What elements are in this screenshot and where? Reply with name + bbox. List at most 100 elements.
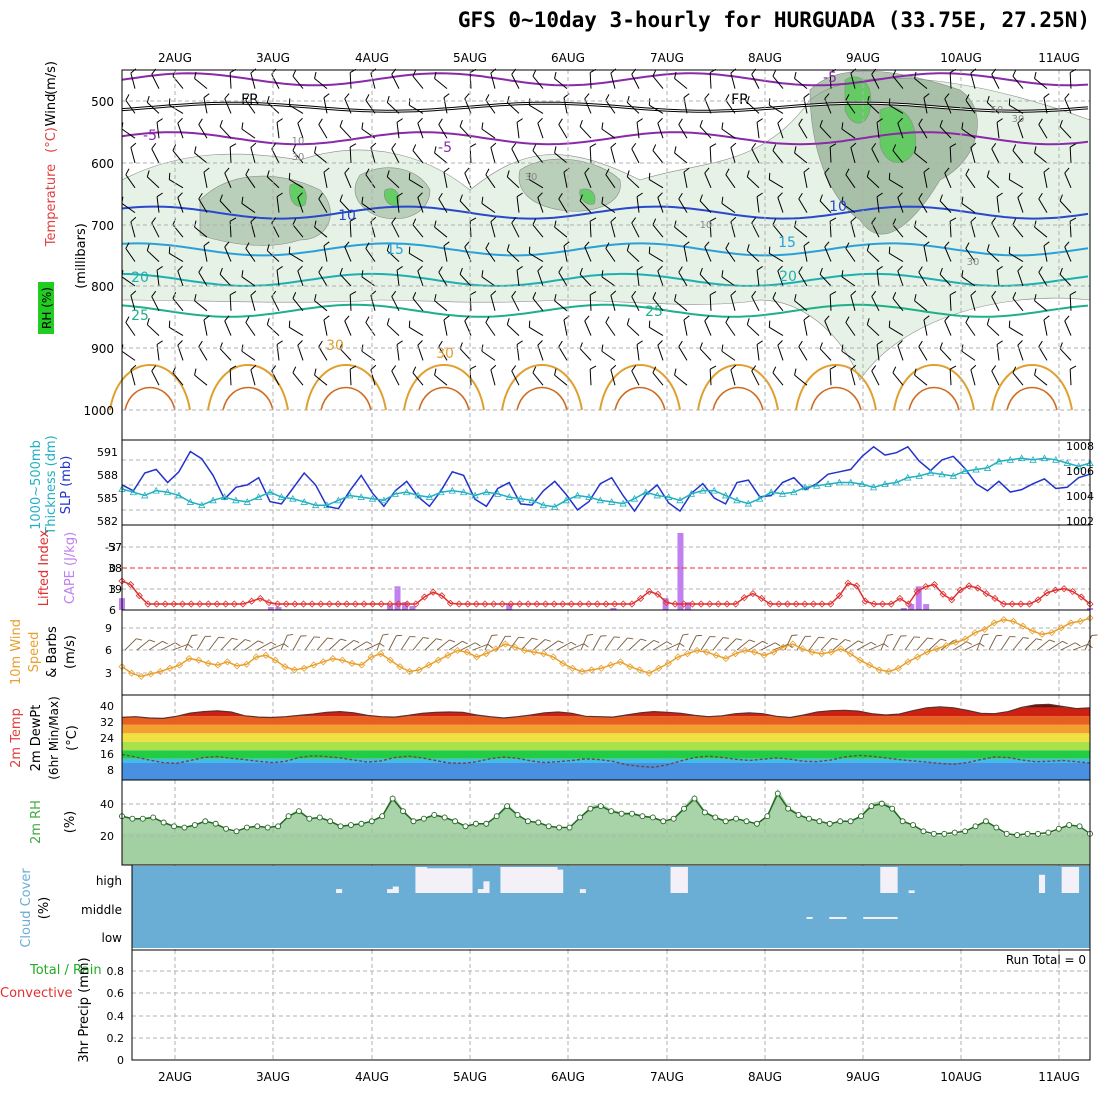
lifted-index-marker: [697, 600, 705, 608]
barb-staff: [156, 122, 160, 139]
wind-barb: [554, 146, 568, 164]
isotherm-label: -5: [823, 70, 837, 86]
wind-barb: [798, 192, 808, 213]
barb-staff: [1038, 272, 1048, 287]
barb-staff: [245, 100, 256, 114]
barb-staff: [318, 198, 328, 213]
barb-flag: [683, 315, 690, 321]
barb-staff: [579, 200, 592, 213]
cape-bar: [677, 532, 684, 610]
wind-barb: [344, 315, 352, 336]
lifted-index-marker: [801, 600, 809, 608]
barb-staff: [579, 348, 592, 361]
cloud-unit-label: (%): [37, 897, 52, 920]
barb-staff: [219, 126, 232, 139]
barb-staff: [889, 252, 904, 263]
isotherm-35-bump: [908, 386, 960, 411]
wind-barb: [156, 265, 163, 287]
wind-barb: [730, 142, 737, 164]
thickness-marker: [232, 496, 240, 504]
thickness-marker: [1052, 455, 1060, 463]
barb-staff: [125, 100, 136, 114]
wind-barb: [516, 118, 523, 139]
barb-flag: [730, 290, 737, 296]
barb-staff: [203, 171, 208, 188]
barb-staff: [318, 346, 328, 361]
thickness-marker: [516, 494, 525, 502]
barb-flag: [203, 167, 210, 173]
barb-staff: [584, 320, 592, 336]
wind-barb: [652, 366, 664, 386]
wind-barb: [250, 142, 257, 164]
barb-flag: [391, 290, 397, 297]
barb-flag: [652, 144, 657, 151]
wind10-marker: [952, 638, 960, 646]
barb-flag: [168, 172, 171, 180]
barb-flag: [162, 640, 168, 645]
barb-staff: [819, 348, 832, 361]
barb-staff: [417, 270, 424, 287]
barb-flag: [370, 216, 377, 223]
barb-flag: [794, 294, 797, 301]
barb-staff: [172, 150, 184, 164]
barb-staff: [146, 176, 160, 189]
barb-flag: [219, 120, 223, 127]
isotherm-label: 20: [131, 270, 149, 286]
barb-flag: [459, 120, 463, 127]
wind-barb: [1008, 246, 1024, 263]
barb-flag: [829, 143, 837, 148]
cloud-high-bar: [891, 867, 898, 893]
barb-flag: [777, 340, 783, 346]
barb-flag: [678, 340, 683, 347]
wind10-marker: [770, 648, 778, 656]
rh2m-marker: [452, 818, 459, 825]
wind-barb: [443, 241, 450, 262]
thickness-marker: [289, 494, 297, 502]
barb-flag: [292, 144, 297, 151]
barb-staff: [584, 172, 592, 188]
barb-staff: [845, 322, 856, 336]
wind-barb: [819, 120, 832, 139]
wind-barb: [554, 220, 568, 238]
barb-flag: [353, 639, 360, 643]
barb-flag: [287, 634, 294, 636]
wind-barb: [850, 364, 857, 386]
barb-staff: [832, 639, 846, 651]
barb-staff: [438, 272, 448, 287]
cloud-high-bar: [1061, 867, 1068, 893]
barb-staff: [889, 179, 904, 189]
barb-flag: [125, 242, 130, 249]
barb-flag: [600, 635, 607, 637]
wind-barb: [777, 117, 784, 139]
barb-flag: [434, 71, 437, 79]
wind-unit-label: (m/s): [63, 635, 78, 669]
barb-staff: [808, 636, 819, 651]
wind10-marker: [875, 666, 883, 674]
barb-flag: [241, 196, 244, 204]
wind-barb: [965, 168, 976, 189]
barb-staff: [485, 100, 496, 114]
wind-barb: [866, 244, 880, 262]
barb-staff: [704, 246, 712, 262]
wind-barb: [845, 242, 856, 262]
barb-flag: [314, 294, 317, 301]
isotherm-line: [121, 205, 1089, 220]
lifted-index-marker: [317, 600, 325, 608]
temp-tick: 24: [100, 732, 114, 745]
wind-barb: [516, 340, 523, 361]
wind10-marker: [252, 653, 260, 661]
panel-bg-wind10m: [122, 610, 1090, 695]
barb-flag: [730, 68, 737, 74]
wind-barb: [386, 244, 400, 262]
barb-flag: [464, 241, 470, 248]
barb-flag: [1023, 637, 1029, 639]
thickness-marker: [926, 468, 935, 476]
barb-flag: [589, 217, 597, 222]
barb-staff: [772, 224, 784, 238]
barb-flag: [772, 69, 777, 77]
barb-flag: [490, 364, 497, 371]
wind10-barb: [424, 638, 443, 651]
wind10-marker: [300, 664, 308, 672]
barb-staff: [151, 74, 160, 89]
